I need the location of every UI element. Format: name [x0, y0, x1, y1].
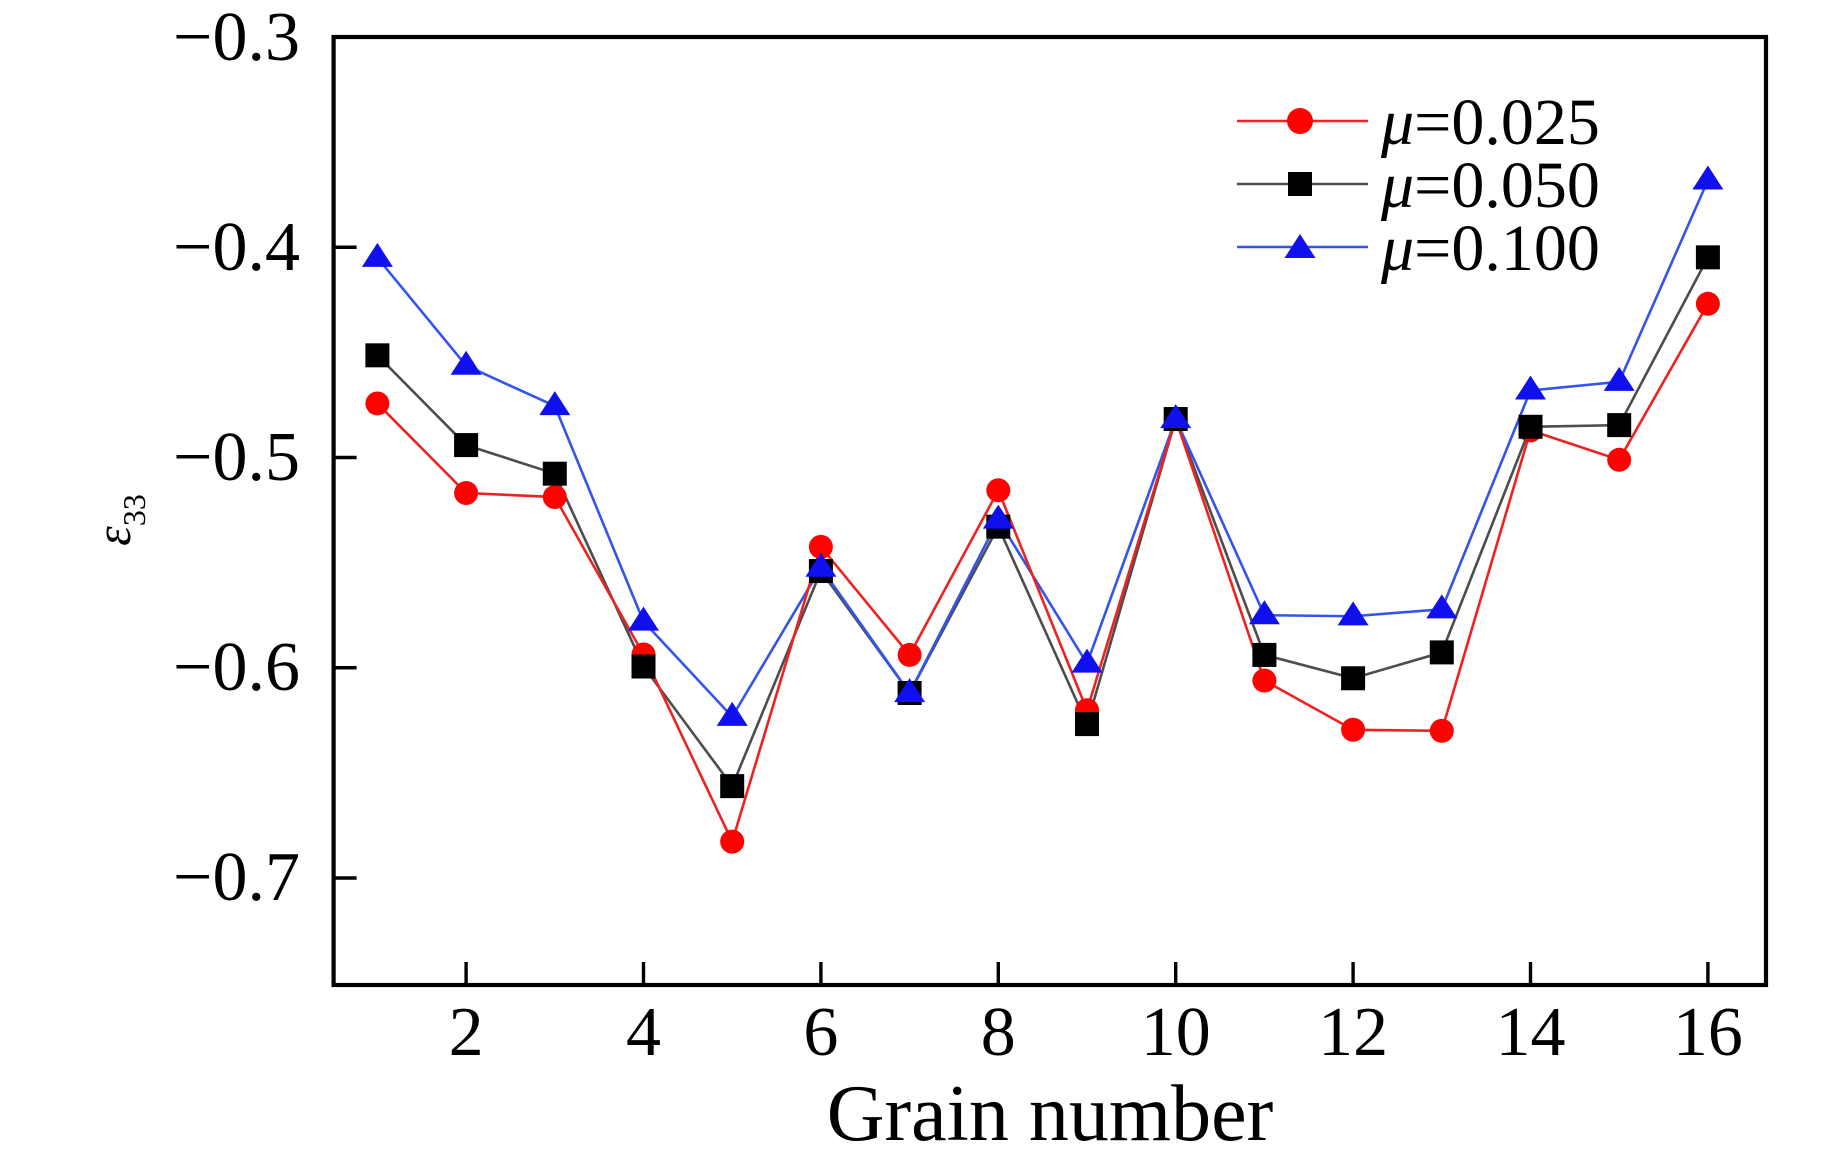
svg-text:14: 14 — [1496, 994, 1566, 1071]
svg-text:−0.6: −0.6 — [173, 629, 300, 706]
svg-text:μ=0.100: μ=0.100 — [1380, 212, 1600, 285]
svg-text:12: 12 — [1318, 994, 1388, 1071]
svg-text:4: 4 — [626, 994, 661, 1071]
svg-text:−0.3: −0.3 — [173, 0, 300, 76]
svg-text:−0.7: −0.7 — [173, 839, 300, 916]
svg-text:Grain number: Grain number — [827, 1070, 1274, 1154]
svg-text:−0.5: −0.5 — [173, 419, 300, 496]
svg-text:10: 10 — [1141, 994, 1211, 1071]
svg-text:2: 2 — [449, 994, 484, 1071]
svg-text:6: 6 — [803, 994, 838, 1071]
svg-text:8: 8 — [981, 994, 1016, 1071]
svg-text:−0.4: −0.4 — [173, 209, 300, 286]
svg-text:16: 16 — [1673, 994, 1743, 1071]
